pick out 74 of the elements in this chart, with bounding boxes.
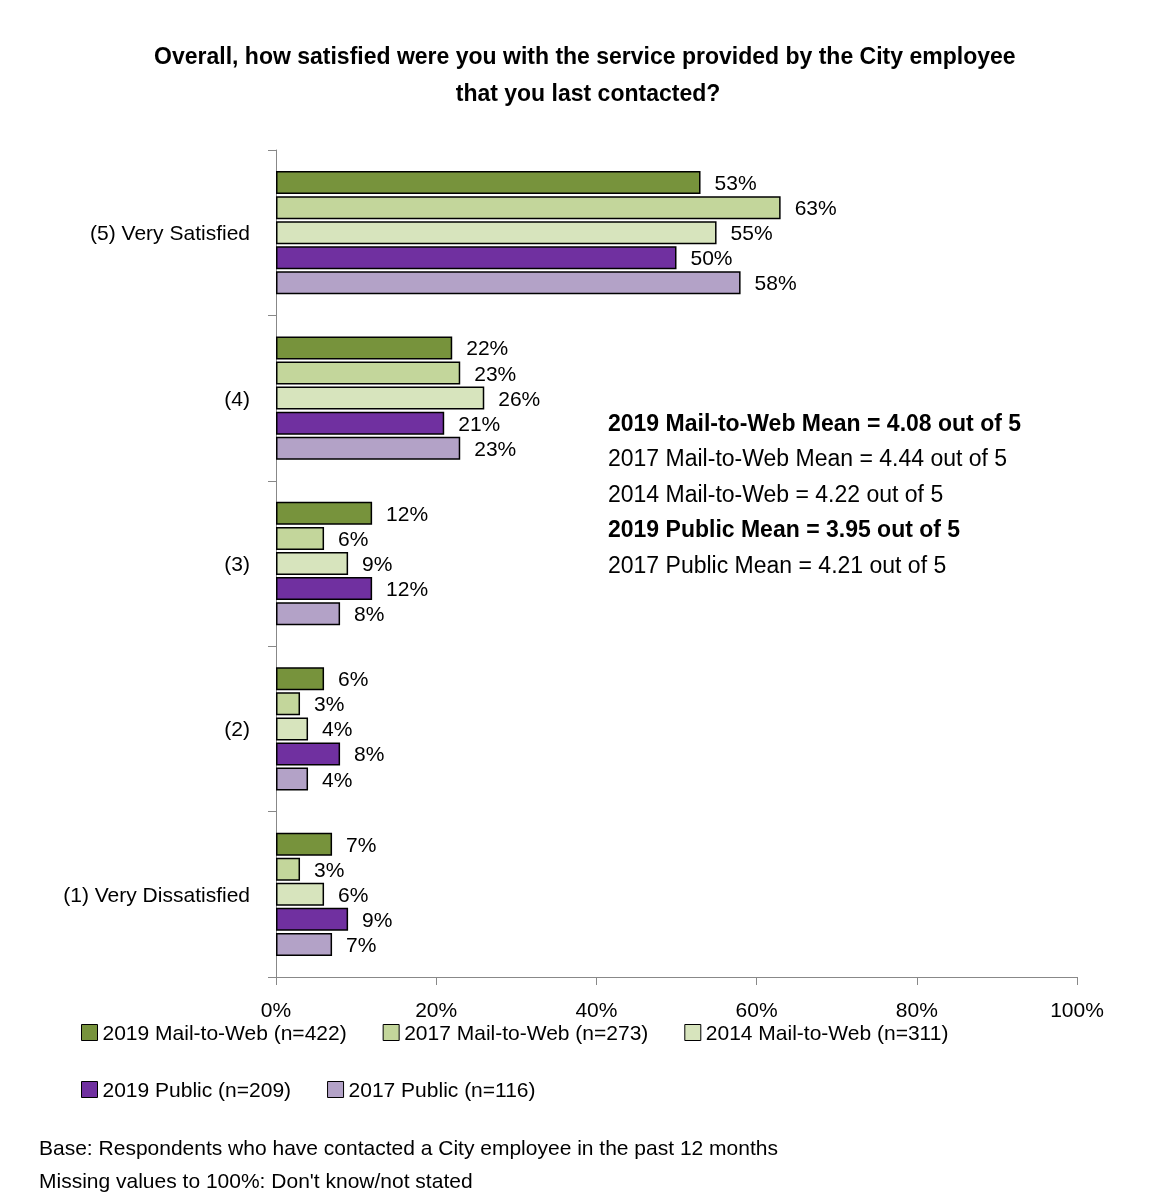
text: Missing values to 100%: Don't know/not stated xyxy=(39,1169,473,1192)
data-label: 6% xyxy=(338,882,369,906)
legend-label: 2019 Public (n=209) xyxy=(102,1078,292,1101)
data-label: 26% xyxy=(498,386,541,410)
bar xyxy=(276,501,373,525)
y-tick-label: (5) Very Satisfied xyxy=(90,221,250,245)
data-label: 63% xyxy=(794,196,837,220)
bar xyxy=(276,767,309,791)
bar xyxy=(276,907,349,931)
bar xyxy=(276,436,461,460)
text: Base: Respondents who have contacted a City employee in the past 12 months xyxy=(39,1136,778,1159)
x-tick-label: 40% xyxy=(575,998,618,1021)
bar xyxy=(276,196,781,220)
bar xyxy=(276,171,701,195)
annotation: 2017 Public Mean = 4.21 out of 5 xyxy=(608,551,947,578)
data-label: 23% xyxy=(474,436,517,460)
data-label: 55% xyxy=(730,221,773,245)
y-tick-label: (2) xyxy=(224,717,250,741)
bar xyxy=(276,552,349,575)
data-label: 50% xyxy=(690,246,733,270)
data-label: 7% xyxy=(346,832,377,856)
legend-label: 2017 Mail-to-Web (n=273) xyxy=(404,1021,649,1044)
x-tick-label: 20% xyxy=(415,998,458,1021)
x-tick-label: 60% xyxy=(735,998,778,1021)
annotation: 2017 Mail-to-Web Mean = 4.44 out of 5 xyxy=(608,445,1008,471)
x-tick-label: 80% xyxy=(895,998,938,1021)
bar xyxy=(276,667,325,691)
bar xyxy=(276,717,309,741)
bar xyxy=(276,526,325,550)
bar xyxy=(276,742,341,766)
x-tick-label: 0% xyxy=(260,998,292,1021)
data-label: 53% xyxy=(714,171,757,195)
bar xyxy=(276,221,717,245)
chart-title: Overall, how satisfied were you with the service provided by the City employee that you last contacted? xyxy=(154,42,1022,106)
data-label: 4% xyxy=(322,717,353,741)
bar xyxy=(276,361,461,385)
bar xyxy=(276,932,333,956)
annotation: 2014 Mail-to-Web = 4.22 out of 5 xyxy=(608,480,944,507)
y-tick-label: (3) xyxy=(224,552,250,575)
data-label: 58% xyxy=(754,271,797,295)
bar xyxy=(276,411,445,435)
bar xyxy=(276,271,741,295)
legend-label: 2014 Mail-to-Web (n=311) xyxy=(705,1021,949,1044)
data-label: 3% xyxy=(314,692,345,716)
bar xyxy=(276,882,325,906)
data-label: 7% xyxy=(346,932,377,956)
data-label: 3% xyxy=(314,857,345,881)
annotation: 2019 Mail-to-Web Mean = 4.08 out of 5 xyxy=(608,409,1022,436)
data-label: 9% xyxy=(362,907,393,931)
annotation: 2019 Public Mean = 3.95 out of 5 xyxy=(608,516,961,542)
bar xyxy=(276,336,453,360)
data-label: 23% xyxy=(474,361,517,385)
bar xyxy=(276,857,301,881)
legend-label: 2019 Mail-to-Web (n=422) xyxy=(102,1021,347,1044)
data-label: 8% xyxy=(354,742,385,766)
data-label: 12% xyxy=(386,501,429,525)
data-label: 8% xyxy=(354,602,385,626)
data-label: 9% xyxy=(362,552,393,575)
bar xyxy=(276,577,373,601)
data-label: 12% xyxy=(386,577,429,601)
x-tick-label: 100% xyxy=(1050,998,1104,1021)
bar xyxy=(276,832,333,856)
bar xyxy=(276,246,677,270)
data-label: 4% xyxy=(322,767,353,791)
bar xyxy=(276,602,341,626)
data-label: 21% xyxy=(458,411,501,435)
data-label: 22% xyxy=(466,336,509,360)
y-tick-label: (4) xyxy=(224,386,250,410)
y-tick-label: (1) Very Dissatisfied xyxy=(63,882,250,906)
bar xyxy=(276,692,301,716)
bar xyxy=(276,386,485,410)
legend-label: 2017 Public (n=116) xyxy=(348,1078,536,1101)
data-label: 6% xyxy=(338,667,369,691)
data-label: 6% xyxy=(338,526,369,550)
